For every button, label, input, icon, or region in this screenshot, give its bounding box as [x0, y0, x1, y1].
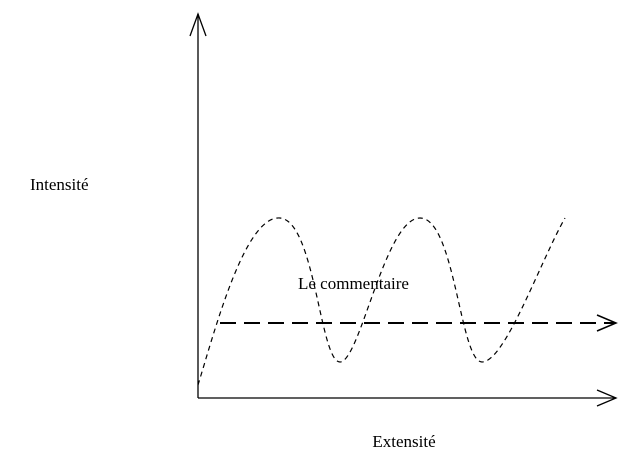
- x-axis-label: Extensité: [372, 432, 435, 451]
- annotation: Le commentaire: [298, 274, 409, 293]
- x-axis-arrow: [596, 389, 618, 407]
- dashed-level-arrow: [596, 314, 618, 332]
- wave-curve: [197, 217, 566, 386]
- y-axis-arrow: [189, 12, 207, 37]
- y-axis-label: Intensité: [30, 175, 89, 194]
